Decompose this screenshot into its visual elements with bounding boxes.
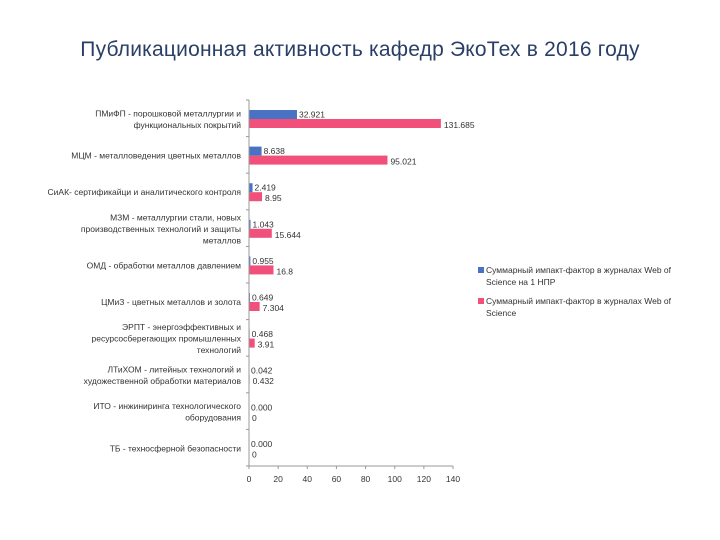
category-label: ОМД - обработки металлов давлением [87,260,241,270]
value-label-series2: 16.8 [276,266,293,276]
value-label-series1: 0.000 [251,402,273,412]
x-tick-label: 80 [361,474,371,484]
bar-series1 [249,183,253,193]
value-label-series1: 0.955 [252,256,274,266]
value-label-series1: 8.638 [264,146,286,156]
value-label-series1: 2.419 [255,183,277,193]
legend-label-series2: Суммарный импакт-фактор в журналах Web o… [486,296,671,318]
category-label: ЭРПТ - энергоэффективных и ресурсосберега… [92,322,242,355]
x-tick-label: 100 [388,474,402,484]
category-label: ИТО - инжиниринга технологического оборуд… [93,401,241,423]
value-label-series1: 0.468 [252,329,274,339]
category-label: ЦМиЗ - цветных металлов и золота [101,297,241,307]
bar-series1 [249,219,251,229]
category-labels: ПМиФП - порошковой металлургии и функцион… [48,108,242,453]
chart-title: Публикационная активность кафедр ЭкоТех … [80,38,640,61]
x-tick-label: 40 [303,474,313,484]
bar-series1 [249,256,251,266]
legend-label-series1: Суммарный импакт-фактор в журналах Web o… [486,265,671,287]
bar-series2 [249,155,388,165]
bar-series2 [249,228,272,238]
value-label-series2: 7.304 [263,303,285,313]
x-tick-label: 140 [446,474,460,484]
value-label-series2: 0 [252,413,257,423]
bar-series2 [249,302,260,311]
value-label-series2: 15.644 [275,230,301,240]
value-label-series1: 0.000 [251,439,273,449]
bar-series2 [249,338,255,348]
value-label-series2: 131.685 [444,120,475,130]
axes: 0 20 40 60 80 100 120 140 [246,99,460,484]
x-tick-label: 60 [332,474,342,484]
bar-series1 [249,146,262,156]
legend-swatch-series2 [478,298,484,304]
category-label: МЦМ - металловедения цветных металлов [71,151,241,161]
value-label-series1: 0.042 [251,366,273,376]
legend-item-series2: Суммарный импакт-фактор в журналах Web o… [478,295,703,319]
category-label: ЛТиХОМ - литейных технологий и художестве… [84,364,242,386]
bar-series1 [249,110,297,119]
legend: Суммарный импакт-фактор в журналах Web o… [478,264,703,326]
x-tick-label: 20 [273,474,283,484]
bar-series2 [249,119,441,128]
legend-item-series1: Суммарный импакт-фактор в журналах Web o… [478,264,703,288]
value-label-series2: 0 [252,449,257,459]
bar-series2 [249,265,274,275]
category-label: СиАК- сертификайци и аналитического конт… [48,187,242,197]
value-label-series1: 32.921 [299,110,325,120]
category-label: ТБ - техносферной безопасности [110,443,242,453]
value-label-series1: 1.043 [253,219,275,229]
legend-swatch-series1 [478,267,484,273]
x-tick-label: 120 [417,474,431,484]
bar-series2 [249,192,263,202]
value-label-series1: 0.649 [252,293,274,303]
x-tick-label: 0 [247,474,252,484]
value-label-series2: 95.021 [390,157,416,167]
value-label-series2: 8.95 [265,193,282,203]
category-label: ПМиФП - порошковой металлургии и функцион… [95,108,241,130]
value-label-series2: 0.432 [253,376,275,386]
category-label: МЗМ - металлургии стали, новых производст… [81,212,242,245]
value-label-series2: 3.91 [258,340,275,350]
